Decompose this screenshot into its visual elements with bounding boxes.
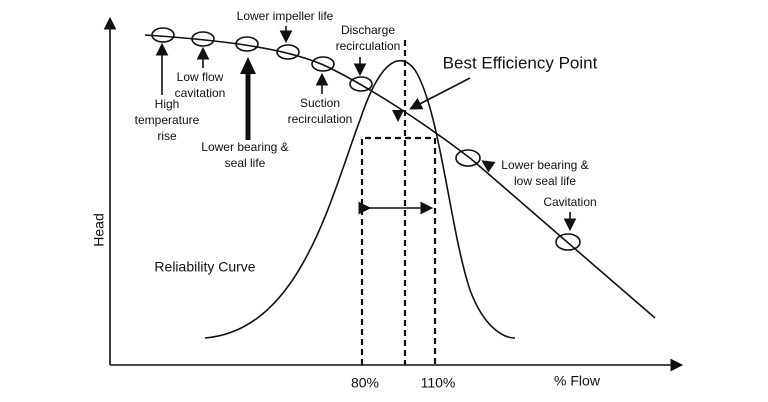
y-label: Head [91,213,107,246]
reliability-label: Reliability Curve [154,259,255,275]
x-label: % Flow [554,373,601,389]
bep-marker [392,110,404,122]
annotation-text: Lower bearing & [201,140,288,154]
bep-arrow [409,77,471,110]
annotation-text: recirculation [336,39,401,53]
annotation-text: Discharge [341,23,395,37]
operating-points [151,27,581,251]
annotation-text: Cavitation [543,195,596,209]
annotation-text: Low flow [177,70,224,84]
annotation-text: Lower bearing & [501,158,588,172]
annotation-text: High [155,97,180,111]
pump-curve [144,34,656,319]
annotation-text: low seal life [514,174,576,188]
bep-label: Best Efficiency Point [443,53,598,72]
annotation-text: rise [157,129,177,143]
reliability-curve [204,59,516,339]
thick-arrow-head [240,57,256,74]
annotation-text: recirculation [288,112,353,126]
annotation-text: Suction [300,96,340,110]
range-box [360,136,437,365]
annotation-text: cavitation [175,86,226,100]
annotation-text: seal life [225,156,266,170]
annotations: Lower impeller life Discharge recirculatio… [135,9,597,209]
x-mark: 110% [421,375,456,391]
annotation-arrows [155,26,577,232]
annotation-text: temperature [135,113,200,127]
annotation-text: Lower impeller life [237,9,334,23]
x-mark: 80% [351,375,379,391]
